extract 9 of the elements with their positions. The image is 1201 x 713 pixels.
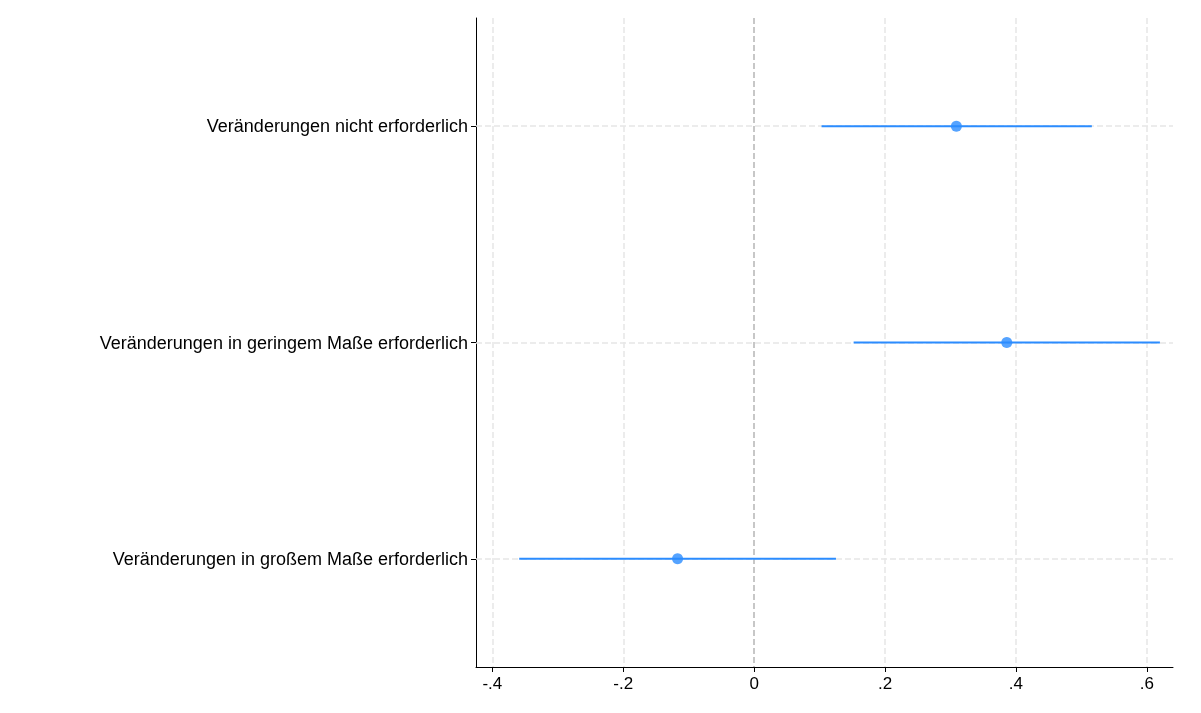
y-tick-label: Veränderungen in großem Maße erforderlich — [112, 548, 468, 569]
x-tick-label: -.4 — [482, 674, 503, 693]
x-tick-label: .4 — [1008, 674, 1024, 693]
x-tick-label: .6 — [1139, 674, 1154, 693]
y-tick-label: Veränderungen nicht erforderlich — [206, 116, 468, 137]
x-tick-label: -.2 — [613, 674, 634, 693]
x-tick-label: .2 — [877, 674, 893, 693]
y-tick-label: Veränderungen in geringem Maße erforderlich — [99, 332, 468, 353]
x-tick-label: 0 — [749, 674, 759, 693]
